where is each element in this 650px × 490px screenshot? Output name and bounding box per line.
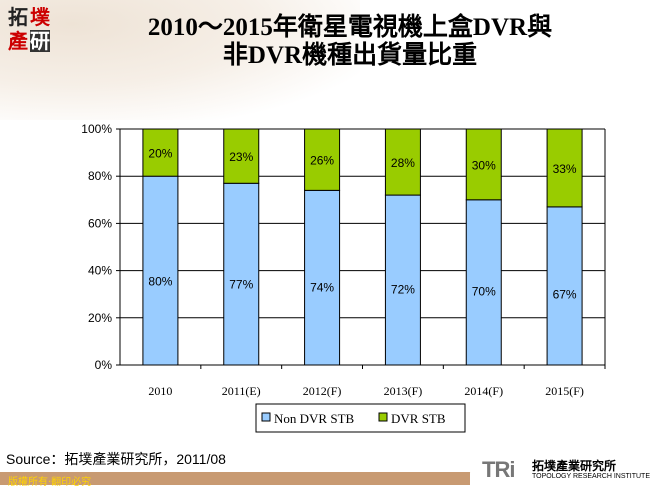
brand-mark: TRi xyxy=(482,457,515,483)
data-label: 77% xyxy=(229,278,253,292)
y-tick-label: 100% xyxy=(81,122,112,136)
data-label: 20% xyxy=(148,147,172,161)
x-tick-label: 2012(F) xyxy=(303,384,342,398)
data-label: 67% xyxy=(553,288,577,302)
logo-char: 研 xyxy=(30,29,50,53)
bar-segment xyxy=(384,128,421,196)
brand-logo: TRi 拓墣產業研究所 TOPOLOGY RESEARCH INSTITUTE xyxy=(470,455,650,485)
source-note: Source：拓墣產業研究所，2011/08 xyxy=(6,451,226,467)
data-label: 26% xyxy=(310,154,334,168)
data-label: 23% xyxy=(229,150,253,164)
y-tick-label: 40% xyxy=(88,264,112,278)
legend-swatch xyxy=(261,412,271,422)
brand-mark-text: TRi xyxy=(482,457,515,482)
data-label: 28% xyxy=(391,156,415,170)
background-texture xyxy=(0,0,360,120)
logo-char: 拓 xyxy=(8,5,28,29)
x-tick-label: 2013(F) xyxy=(384,384,423,398)
x-tick-label: 2014(F) xyxy=(464,384,503,398)
legend-label: Non DVR STB xyxy=(274,411,355,426)
title-line-1: 2010～2015年衛星電視機上盒DVR與 xyxy=(147,14,553,41)
legend-swatch xyxy=(378,412,388,422)
bar-segment xyxy=(384,194,421,366)
title-line-2: 非DVR機種出貨量比重 xyxy=(222,42,478,69)
data-label: 30% xyxy=(472,158,496,172)
bar-segment xyxy=(223,182,260,366)
x-tick-label: 2015(F) xyxy=(545,384,584,398)
bar-segment xyxy=(142,175,179,366)
y-tick-label: 20% xyxy=(88,311,112,325)
y-tick-label: 60% xyxy=(88,216,112,230)
legend xyxy=(255,403,466,433)
data-label: 33% xyxy=(553,162,577,176)
data-label: 80% xyxy=(148,275,172,289)
x-tick-label: 2010 xyxy=(148,384,172,398)
bar-segment xyxy=(304,128,341,191)
x-tick-label: 2011(E) xyxy=(222,384,261,398)
brand-name-zh: 拓墣產業研究所 xyxy=(532,459,617,473)
data-label: 70% xyxy=(472,285,496,299)
y-tick-label: 0% xyxy=(95,358,113,372)
logo: 拓 墣 產 研 xyxy=(8,5,50,56)
brand-name-en: TOPOLOGY RESEARCH INSTITUTE xyxy=(532,473,650,480)
y-tick-label: 80% xyxy=(88,169,112,183)
logo-char: 墣 xyxy=(30,5,50,29)
logo-char: 產 xyxy=(8,29,28,53)
bar-segment xyxy=(465,128,502,201)
bar-segment xyxy=(142,128,179,177)
bar-segment xyxy=(223,128,260,184)
bar-segment xyxy=(546,128,583,208)
data-label: 72% xyxy=(391,283,415,297)
copyright: 版權所有‧翻印必究 xyxy=(8,477,92,488)
legend-label: DVR STB xyxy=(391,411,446,426)
data-label: 74% xyxy=(310,281,334,295)
bar-segment xyxy=(465,199,502,366)
bar-segment xyxy=(546,206,583,366)
chart-title: 2010～2015年衛星電視機上盒DVR與 非DVR機種出貨量比重 xyxy=(90,14,610,70)
bar-segment xyxy=(304,189,341,366)
